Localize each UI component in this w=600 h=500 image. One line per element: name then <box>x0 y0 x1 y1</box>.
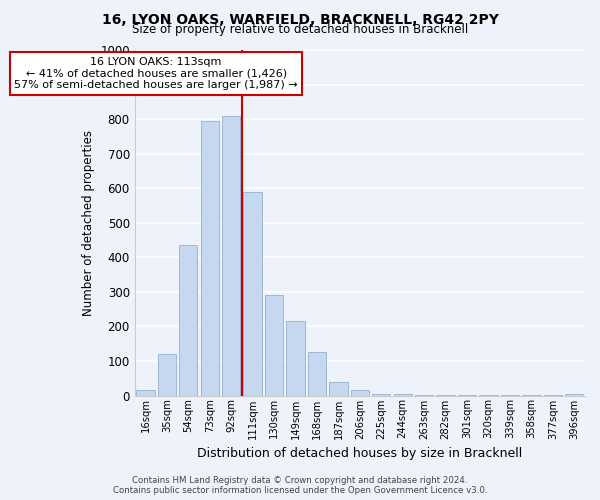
Text: Contains HM Land Registry data © Crown copyright and database right 2024.
Contai: Contains HM Land Registry data © Crown c… <box>113 476 487 495</box>
Bar <box>372 394 391 396</box>
Bar <box>286 321 305 396</box>
Bar <box>565 394 583 396</box>
Text: 16, LYON OAKS, WARFIELD, BRACKNELL, RG42 2PY: 16, LYON OAKS, WARFIELD, BRACKNELL, RG42… <box>101 12 499 26</box>
Bar <box>265 296 283 396</box>
Text: Size of property relative to detached houses in Bracknell: Size of property relative to detached ho… <box>132 24 468 36</box>
Bar <box>136 390 155 396</box>
Bar <box>351 390 369 396</box>
Text: 16 LYON OAKS: 113sqm
← 41% of detached houses are smaller (1,426)
57% of semi-de: 16 LYON OAKS: 113sqm ← 41% of detached h… <box>14 57 298 90</box>
Bar <box>179 245 197 396</box>
Y-axis label: Number of detached properties: Number of detached properties <box>82 130 95 316</box>
Bar <box>222 116 240 396</box>
Bar <box>244 192 262 396</box>
Bar <box>200 121 219 396</box>
Bar <box>308 352 326 396</box>
Bar <box>415 395 433 396</box>
Bar <box>158 354 176 396</box>
Bar <box>329 382 347 396</box>
Bar <box>394 394 412 396</box>
X-axis label: Distribution of detached houses by size in Bracknell: Distribution of detached houses by size … <box>197 447 523 460</box>
